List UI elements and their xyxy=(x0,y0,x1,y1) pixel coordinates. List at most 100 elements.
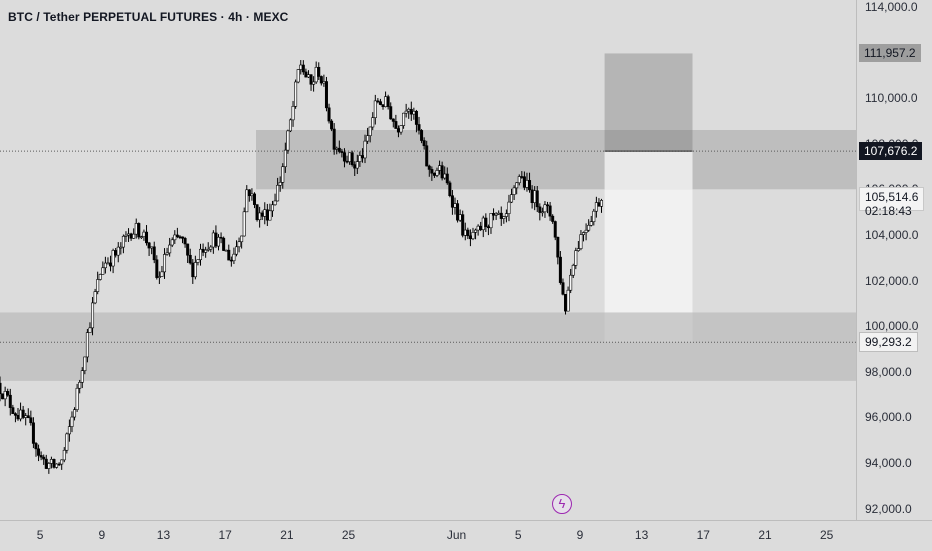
candle-body xyxy=(255,204,259,221)
candle-body xyxy=(443,173,447,179)
candle-body xyxy=(458,214,462,221)
candle-79 xyxy=(201,243,205,257)
candle-body xyxy=(342,152,346,162)
candle-body xyxy=(49,459,53,464)
candle-body xyxy=(222,237,226,251)
candle-220 xyxy=(564,293,568,315)
candle-body xyxy=(70,416,74,427)
candle-227 xyxy=(582,231,586,242)
candle-body xyxy=(83,356,87,372)
candle-body xyxy=(551,215,555,222)
candle-body xyxy=(597,202,601,207)
candle-body xyxy=(106,262,110,265)
candle-146 xyxy=(373,94,377,125)
candle-body xyxy=(152,246,156,261)
candle-body xyxy=(360,155,364,159)
candle-195 xyxy=(499,206,503,226)
candle-145 xyxy=(371,112,375,131)
candle-221 xyxy=(566,286,570,312)
candle-178 xyxy=(456,200,460,223)
time-tick-label: 9 xyxy=(576,528,584,542)
candle-147 xyxy=(376,98,380,104)
candle-body xyxy=(474,229,478,233)
candle-body xyxy=(553,221,557,238)
candle-body xyxy=(548,205,552,217)
candle-body xyxy=(466,229,470,237)
candle-82 xyxy=(209,245,213,253)
alert-bolt-icon[interactable]: ϟ xyxy=(552,494,572,514)
candle-body xyxy=(0,382,2,395)
candle-161 xyxy=(412,107,416,120)
candle-body xyxy=(6,391,10,396)
time-tick-label: 17 xyxy=(218,528,232,542)
candle-19 xyxy=(47,462,51,474)
candle-182 xyxy=(466,227,470,240)
candle-body xyxy=(453,203,457,208)
candle-body xyxy=(232,253,236,262)
candle-body xyxy=(199,248,203,261)
candle-33 xyxy=(83,356,87,375)
candle-body xyxy=(227,249,231,261)
candle-body xyxy=(502,216,506,219)
candle-63 xyxy=(160,266,164,277)
candle-body xyxy=(219,236,223,239)
candle-13 xyxy=(31,417,35,449)
candle-body xyxy=(191,262,195,278)
current-price-label: 105,514.6 02:18:43 xyxy=(859,187,925,218)
candle-83 xyxy=(211,230,215,254)
candle-181 xyxy=(463,222,467,241)
candle-body xyxy=(129,233,133,239)
candle-body xyxy=(574,250,578,266)
candle-189 xyxy=(484,213,488,232)
price-axis[interactable]: 114,000.0110,000.0108,000.0106,000.0104,… xyxy=(856,0,932,520)
candle-126 xyxy=(322,74,326,87)
candle-104 xyxy=(265,203,269,227)
candle-body xyxy=(533,190,537,204)
position-target-overlap xyxy=(604,130,693,152)
candle-153 xyxy=(391,118,395,128)
candle-body xyxy=(312,81,316,85)
candle-219 xyxy=(561,278,565,296)
candle-60 xyxy=(152,241,156,264)
candle-body xyxy=(445,173,449,184)
candle-body xyxy=(278,182,282,186)
candle-body xyxy=(522,176,526,188)
time-axis[interactable]: 5 9 13 17 21 25 Jun 5 9 13 17 21 25 xyxy=(0,520,932,551)
candle-body xyxy=(11,407,15,414)
candle-183 xyxy=(468,229,472,247)
symbol-title[interactable]: BTC / Tether PERPETUAL FUTURES · 4h · ME… xyxy=(8,10,289,24)
candle-217 xyxy=(556,236,560,265)
candle-body xyxy=(409,108,413,115)
candle-58 xyxy=(147,241,151,256)
candle-body xyxy=(145,231,149,244)
candle-211 xyxy=(540,207,544,217)
candle-body xyxy=(479,225,483,231)
candle-9 xyxy=(21,405,25,420)
candle-body xyxy=(103,262,107,269)
candle-body xyxy=(530,189,534,204)
candle-52 xyxy=(132,228,136,239)
candle-202 xyxy=(517,174,521,186)
candle-body xyxy=(450,195,454,208)
candle-body xyxy=(592,210,596,223)
candle-body xyxy=(414,110,418,125)
candle-body xyxy=(340,151,344,153)
candle-88 xyxy=(224,249,228,252)
candle-232 xyxy=(594,196,598,218)
candle-body xyxy=(165,252,169,255)
candle-body xyxy=(535,190,539,208)
candle-body xyxy=(430,169,434,174)
candle-body xyxy=(540,211,544,214)
candle-body xyxy=(461,214,465,236)
candle-34 xyxy=(85,328,89,363)
candle-body xyxy=(371,117,375,128)
candle-27 xyxy=(67,419,71,442)
candle-46 xyxy=(116,242,120,263)
candle-47 xyxy=(119,242,123,255)
candle-body xyxy=(209,246,213,250)
candle-159 xyxy=(407,107,411,119)
candle-154 xyxy=(394,114,398,129)
candle-18 xyxy=(44,454,48,470)
price-chart[interactable] xyxy=(0,0,856,520)
